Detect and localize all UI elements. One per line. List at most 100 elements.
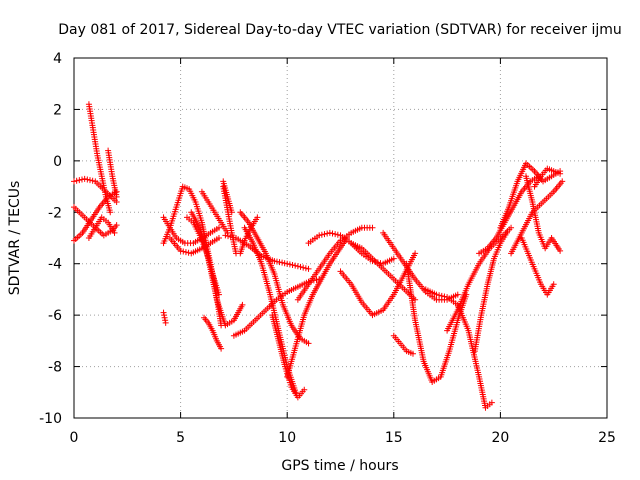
- data-point: [305, 340, 312, 347]
- data-point: [300, 264, 307, 271]
- data-point: [215, 224, 222, 231]
- y-axis-label: SDTVAR / TECUs: [7, 181, 23, 296]
- data-point: [78, 176, 85, 183]
- series-arc-v: [294, 224, 376, 303]
- series-arc-q: [237, 209, 312, 347]
- data-point: [160, 309, 167, 316]
- data-point: [326, 229, 333, 236]
- data-point: [438, 292, 445, 299]
- data-point: [321, 231, 328, 238]
- data-point: [271, 258, 278, 265]
- data-point: [409, 350, 416, 357]
- data-point: [113, 193, 120, 200]
- series-arc-e: [85, 101, 114, 216]
- series-arc-ak: [220, 178, 235, 216]
- y-tick-label: 2: [53, 102, 62, 118]
- data-point: [107, 209, 114, 216]
- x-tick-label: 20: [491, 430, 509, 446]
- series-arc-aa: [390, 332, 416, 357]
- data-point: [279, 259, 286, 266]
- data-point: [369, 224, 376, 231]
- x-tick-label: 25: [598, 430, 616, 446]
- data-point: [441, 293, 448, 300]
- series-arc-g: [160, 183, 225, 329]
- series-arc-ah: [522, 173, 564, 254]
- data-point: [254, 214, 261, 221]
- data-point: [488, 399, 495, 406]
- x-tick-label: 0: [70, 430, 79, 446]
- axis-ticks: 0 5 10 15 20 25 -10 -8 -6 -4 -2 0 2 4: [39, 51, 616, 446]
- series-arc-p: [230, 276, 323, 339]
- y-tick-label: -10: [39, 411, 62, 427]
- data-point: [454, 291, 461, 298]
- series-arc-r: [241, 224, 299, 396]
- data-point: [433, 291, 440, 298]
- grid: [74, 58, 607, 418]
- data-point: [316, 232, 323, 239]
- data-point: [318, 231, 325, 238]
- data-point: [412, 296, 419, 303]
- data-point: [508, 224, 515, 231]
- data-point: [305, 265, 312, 272]
- data-point: [276, 259, 283, 266]
- series-arc-aj: [518, 235, 557, 298]
- data-point: [76, 177, 83, 184]
- y-tick-label: -8: [48, 360, 62, 376]
- series-arc-m: [198, 188, 231, 236]
- data-point: [557, 247, 564, 254]
- data-point: [177, 247, 184, 254]
- data-point: [284, 260, 291, 267]
- series-arc-ai: [531, 165, 564, 190]
- data-point: [550, 281, 557, 288]
- data-point: [227, 233, 234, 240]
- data-point: [289, 262, 296, 268]
- data-point: [222, 232, 229, 239]
- data-point: [281, 260, 288, 267]
- data-point: [161, 314, 168, 321]
- data-point: [324, 230, 331, 237]
- data-point: [292, 262, 299, 269]
- data-point: [162, 319, 169, 326]
- data-point: [329, 230, 336, 237]
- data-point: [225, 233, 232, 240]
- data-point: [228, 209, 235, 216]
- data-point: [239, 301, 246, 308]
- data-point: [81, 175, 88, 182]
- series-arc-t: [284, 235, 350, 380]
- data-point: [84, 176, 91, 183]
- data-point: [334, 231, 341, 238]
- data-point: [113, 222, 120, 229]
- data-point: [73, 177, 80, 184]
- data-point: [71, 178, 77, 185]
- series-arc-c: [71, 204, 120, 239]
- y-tick-label: -2: [48, 205, 62, 221]
- data-point: [273, 258, 280, 265]
- series-arc-y: [380, 229, 461, 303]
- series-arc-b: [71, 188, 120, 244]
- data-point: [86, 177, 93, 184]
- data-point: [161, 312, 168, 319]
- data-point: [162, 317, 169, 324]
- series-arc-k: [188, 209, 246, 329]
- data-point: [412, 250, 419, 257]
- data-points: [71, 101, 566, 411]
- data-point: [301, 386, 308, 393]
- data-point: [286, 261, 293, 268]
- x-tick-label: 10: [278, 430, 296, 446]
- x-tick-label: 5: [176, 430, 185, 446]
- data-point: [230, 234, 237, 241]
- data-point: [390, 255, 397, 262]
- series-arc-s: [269, 312, 308, 401]
- data-point: [332, 231, 339, 238]
- y-tick-label: 4: [53, 51, 62, 67]
- series-arc-ad: [471, 229, 510, 355]
- data-point: [559, 178, 566, 185]
- data-point: [89, 177, 96, 184]
- data-point: [111, 229, 118, 236]
- x-tick-label: 15: [385, 430, 403, 446]
- series-arc-l: [201, 314, 225, 352]
- data-point: [113, 199, 120, 205]
- y-tick-label: -6: [48, 308, 62, 324]
- series-arc-f: [105, 147, 120, 200]
